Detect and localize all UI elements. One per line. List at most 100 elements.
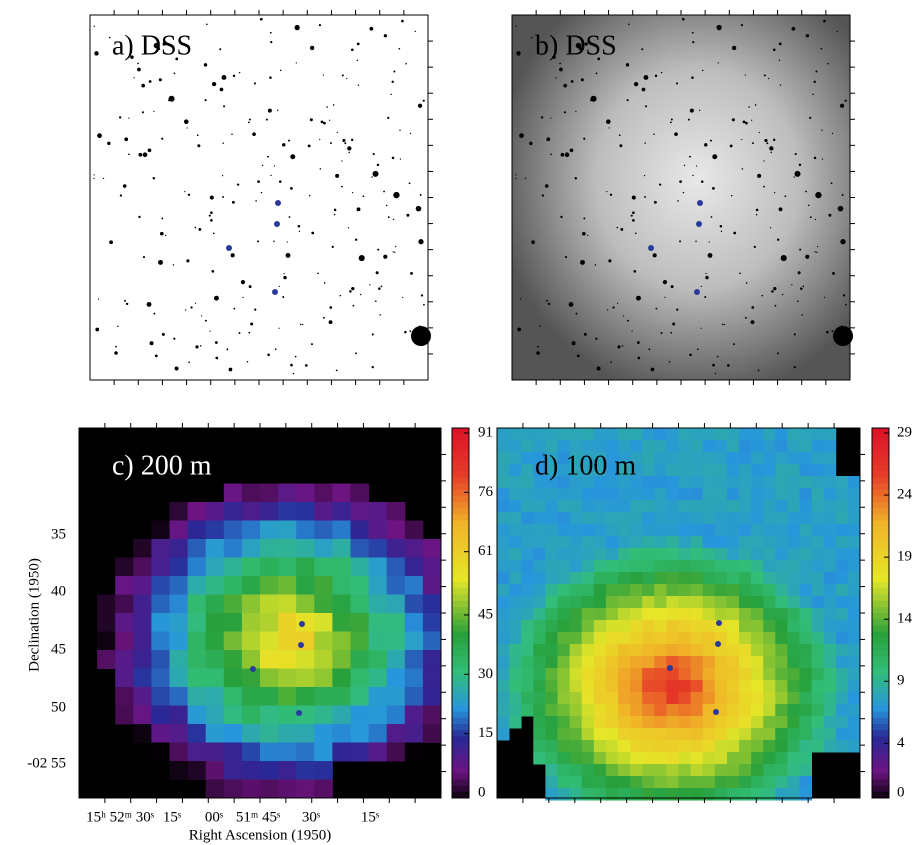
map-pixel [836, 500, 849, 513]
star [393, 71, 395, 73]
map-pixel [642, 728, 655, 741]
map-pixel [727, 728, 740, 741]
map-pixel [206, 687, 225, 706]
star [290, 154, 295, 159]
map-pixel [787, 464, 800, 477]
star [267, 353, 270, 356]
map-pixel [594, 716, 607, 729]
map-pixel [405, 724, 424, 743]
map-pixel [800, 608, 813, 621]
map-pixel [654, 488, 667, 501]
star [622, 345, 624, 347]
star [515, 178, 516, 179]
map-pixel [351, 613, 370, 632]
map-pixel [715, 716, 728, 729]
map-pixel [812, 644, 825, 657]
map-pixel [775, 440, 788, 453]
map-pixel [787, 668, 800, 681]
map-pixel [691, 764, 704, 777]
map-pixel [715, 440, 728, 453]
map-pixel [545, 500, 558, 513]
star [282, 296, 284, 298]
map-pixel [242, 706, 261, 725]
map-pixel [703, 668, 716, 681]
star [210, 219, 213, 222]
map-pixel [703, 716, 716, 729]
map-pixel [691, 512, 704, 525]
star [644, 142, 645, 143]
star [733, 343, 735, 345]
map-pixel [751, 728, 764, 741]
map-pixel [296, 521, 315, 540]
colorbar-segment [872, 477, 889, 484]
star [283, 276, 286, 279]
map-pixel [763, 728, 776, 741]
map-pixel [630, 548, 643, 561]
map-pixel [703, 704, 716, 717]
star [237, 183, 239, 185]
map-pixel [775, 536, 788, 549]
map-pixel [824, 668, 837, 681]
star [759, 132, 760, 133]
map-pixel [509, 512, 521, 525]
colorbar-segment [452, 502, 469, 509]
map-pixel [606, 560, 619, 573]
star [806, 34, 809, 37]
map-pixel [533, 656, 546, 669]
star [326, 106, 328, 108]
star [808, 205, 810, 207]
map-pixel [582, 728, 595, 741]
map-pixel [642, 608, 655, 621]
star [648, 348, 650, 350]
map-pixel [800, 740, 813, 753]
map-pixel [630, 560, 643, 573]
star [556, 77, 557, 78]
map-pixel [405, 595, 424, 614]
star [699, 110, 700, 111]
map-pixel [509, 524, 521, 537]
map-pixel [278, 613, 297, 632]
map-pixel [618, 632, 631, 645]
map-pixel [751, 716, 764, 729]
y-tick-label: -02 55 [27, 755, 66, 771]
source-marker [250, 666, 256, 672]
star [126, 303, 128, 305]
map-pixel [618, 596, 631, 609]
map-pixel [715, 548, 728, 561]
map-pixel [763, 584, 776, 597]
map-pixel [351, 632, 370, 651]
map-pixel [521, 548, 534, 561]
map-pixel [666, 488, 679, 501]
source-marker [713, 709, 719, 715]
map-pixel [206, 595, 225, 614]
star [255, 200, 257, 202]
map-pixel [351, 724, 370, 743]
colorbar-tick-label: 29 [897, 424, 912, 440]
colorbar-segment [872, 761, 889, 768]
map-pixel [679, 764, 692, 777]
map-pixel [521, 512, 534, 525]
map-pixel [533, 704, 546, 717]
map-pixel [594, 584, 607, 597]
map-pixel [679, 704, 692, 717]
map-pixel [654, 680, 667, 693]
map-pixel [703, 692, 716, 705]
star [672, 323, 675, 326]
map-pixel [775, 608, 788, 621]
map-pixel [533, 716, 546, 729]
star [733, 232, 736, 235]
map-pixel [521, 584, 534, 597]
map-pixel [703, 728, 716, 741]
star [815, 251, 816, 252]
panel-label: b) DSS [535, 30, 617, 61]
star [421, 294, 423, 296]
colorbar-segment [872, 595, 889, 602]
star [392, 157, 395, 160]
star [659, 183, 661, 185]
map-pixel [606, 656, 619, 669]
star [282, 143, 285, 146]
map-pixel [654, 776, 667, 789]
map-pixel [739, 584, 752, 597]
map-pixel [715, 668, 728, 681]
map-pixel [115, 595, 134, 614]
